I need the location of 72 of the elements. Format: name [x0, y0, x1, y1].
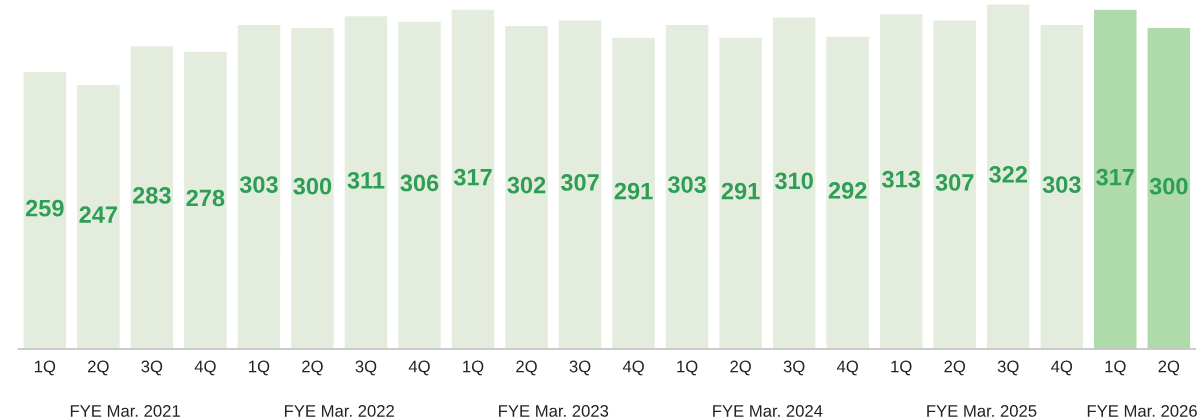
data-label: 292 [828, 182, 867, 199]
bar [664, 23, 710, 350]
x-tick-label: 2Q [88, 360, 109, 376]
x-tick-label: 1Q [249, 360, 270, 376]
x-tick-label: 4Q [622, 360, 644, 376]
bar [557, 19, 603, 350]
data-label: 300 [293, 177, 332, 195]
bar [1146, 26, 1192, 350]
bar [878, 12, 924, 350]
bar [1039, 23, 1085, 350]
bar [450, 8, 496, 350]
bar [932, 19, 978, 350]
data-label: 317 [1096, 168, 1134, 186]
text: FYE Mar. 2024 [713, 405, 823, 417]
bar [236, 23, 282, 350]
bar [129, 44, 175, 350]
x-tick-label: 3Q [355, 360, 377, 376]
data-label: 310 [774, 172, 813, 190]
data-label: 303 [239, 176, 278, 193]
text: FYE Mar. 2026 [1087, 405, 1197, 417]
data-label: 278 [186, 189, 225, 207]
x-tick-label: 1Q [677, 360, 698, 376]
x-tick-label: 2Q [730, 360, 751, 376]
x-tick-label: 2Q [944, 360, 966, 376]
data-label: 306 [400, 174, 439, 192]
data-label: 259 [25, 199, 64, 217]
data-label: 313 [882, 170, 921, 188]
x-tick-label: 4Q [408, 360, 430, 376]
data-label: 302 [507, 176, 546, 194]
data-label: 317 [453, 168, 492, 186]
bar [985, 3, 1031, 350]
text: FYE Mar. 2022 [284, 405, 394, 417]
bar [22, 70, 68, 350]
bar [396, 20, 443, 350]
bar [717, 36, 764, 350]
bar [503, 24, 550, 350]
x-tick-label: 3Q [569, 360, 591, 376]
x-tick-label: 3Q [141, 360, 163, 376]
bar [343, 14, 389, 350]
bar [182, 50, 229, 350]
data-label: 311 [347, 171, 385, 189]
x-tick-label: 2Q [302, 360, 323, 376]
data-label: 247 [79, 206, 118, 223]
bar [610, 36, 657, 350]
data-label: 303 [1042, 176, 1081, 193]
data-label: 291 [721, 182, 760, 200]
x-tick-label: 3Q [997, 360, 1019, 376]
bar [75, 83, 121, 350]
x-tick-label: 3Q [783, 360, 805, 376]
data-label: 291 [614, 182, 653, 200]
bar [1092, 8, 1138, 350]
data-label: 322 [989, 166, 1027, 183]
x-tick-label: 4Q [836, 360, 858, 376]
bar [771, 15, 817, 350]
x-tick-label: 1Q [34, 360, 56, 376]
text: FYE Mar. 2021 [70, 405, 180, 417]
text: FYE Mar. 2025 [927, 405, 1037, 417]
x-tick-label: 1Q [463, 360, 484, 376]
x-tick-label: 2Q [516, 360, 537, 376]
data-label: 303 [667, 176, 706, 193]
data-label: 307 [935, 174, 974, 191]
x-tick-label: 1Q [1105, 360, 1126, 376]
bar [825, 35, 871, 350]
data-label: 283 [132, 186, 171, 204]
bar [289, 26, 336, 350]
text: FYE Mar. 2023 [499, 405, 609, 417]
data-label: 300 [1149, 177, 1188, 195]
data-label: 307 [560, 174, 599, 191]
x-tick-label: 4Q [194, 360, 216, 376]
x-tick-label: 4Q [1051, 360, 1073, 376]
x-tick-label: 1Q [891, 360, 912, 376]
x-tick-label: 2Q [1158, 360, 1180, 376]
